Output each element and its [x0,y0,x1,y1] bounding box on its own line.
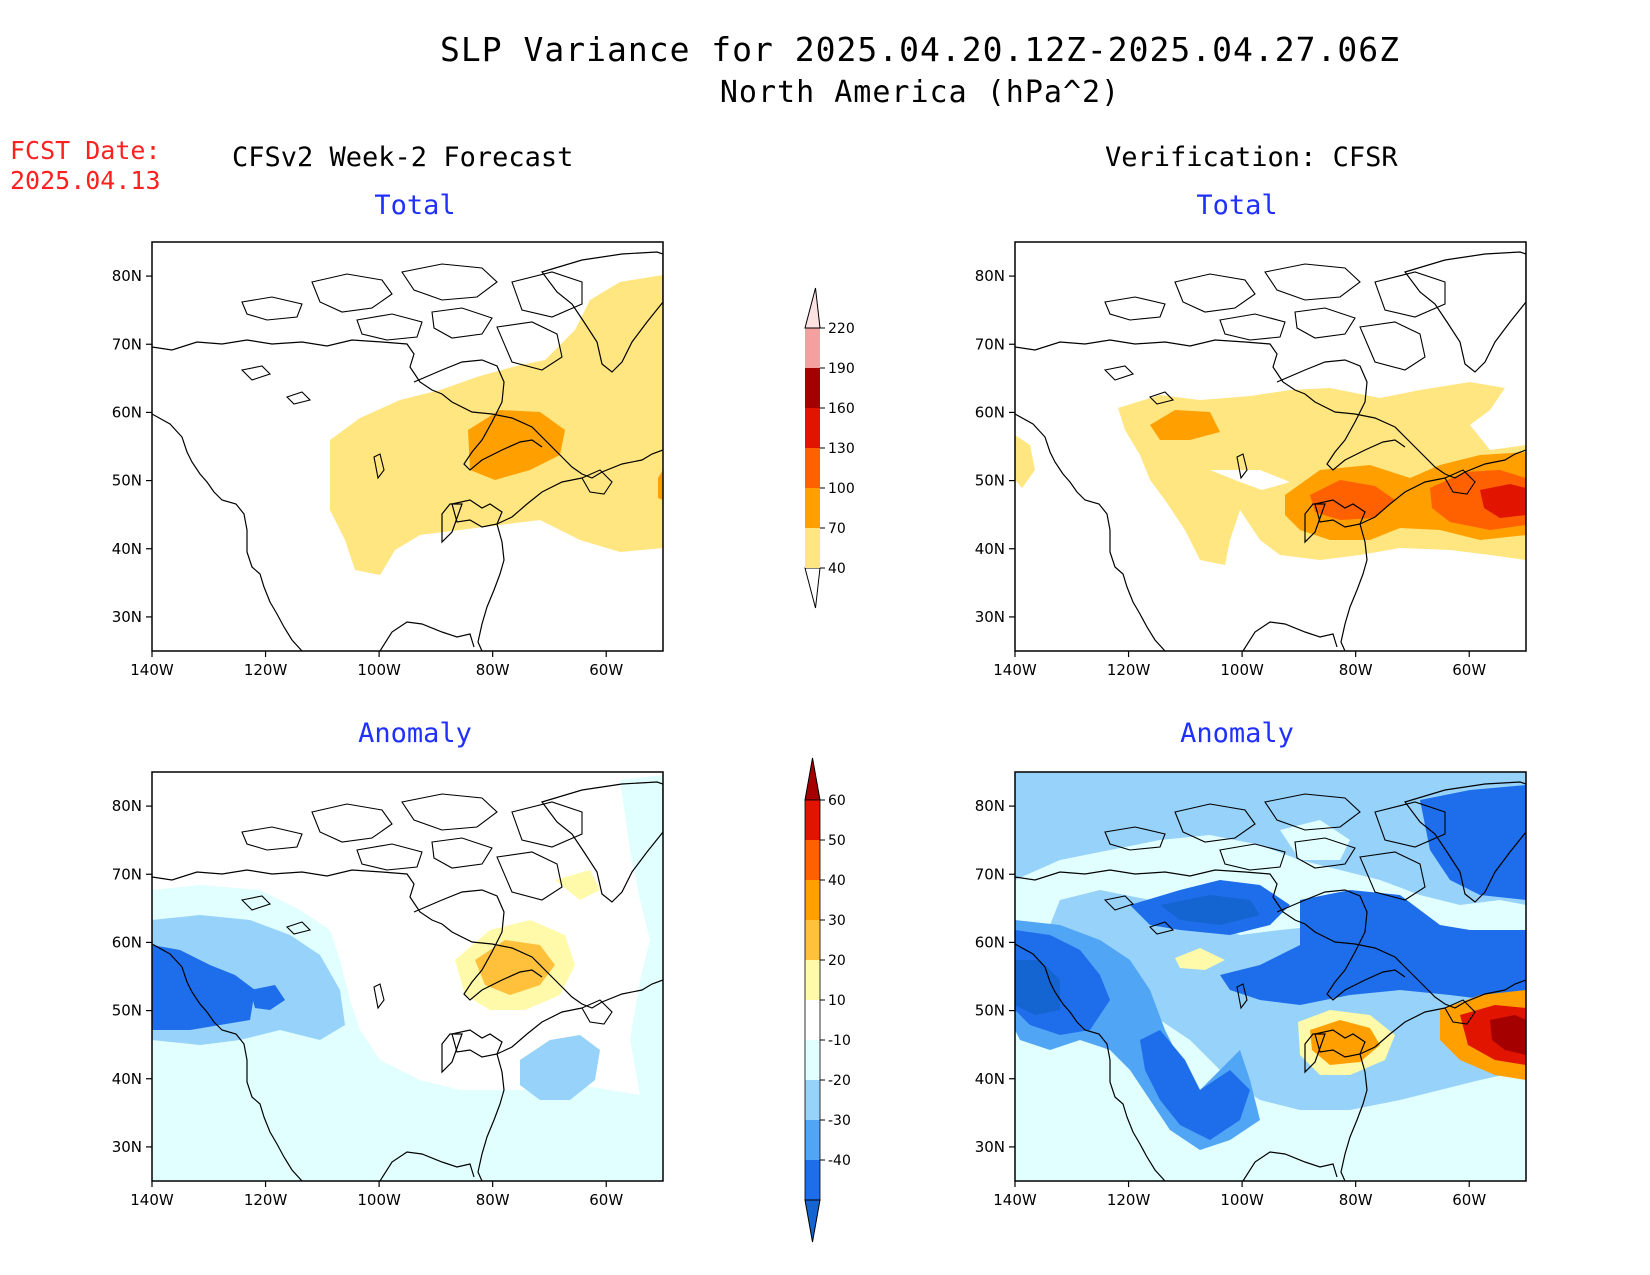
ver-total-lat-tick: 80N [975,267,1005,285]
total-colorbar-segment [805,488,820,528]
anomaly-colorbar-segment [805,1120,820,1160]
fc-total-lat-tick: 60N [112,403,142,421]
fc-total-lat-tick: 80N [112,267,142,285]
anomaly-colorbar-segment [805,920,820,960]
anomaly-colorbar-upper-arrow [804,757,821,801]
total-colorbar-label: 160 [828,401,855,417]
fc-anom-map [151,771,664,1182]
fc-anom-lon-tick: 140W [130,1191,174,1209]
total-colorbar-label: 40 [828,561,846,577]
fc-anom-title: Anomaly [358,718,472,749]
ver-anom-lon-tick: 100W [1220,1191,1264,1209]
total-colorbar-label: 100 [828,481,855,497]
anomaly-colorbar: 60 50 40 30 20 10 -10 -20 -30 -40 [804,757,851,1243]
anomaly-colorbar-label: -10 [828,1033,851,1049]
main-title: SLP Variance for 2025.04.20.12Z-2025.04.… [440,30,1400,69]
ver-total-lon-tick: 140W [993,661,1037,679]
fc-total-lon-tick: 80W [476,661,510,679]
fc-total-lat-tick: 40N [112,540,142,558]
total-colorbar: 40 70 100 130 160 190 220 [804,287,855,609]
fc-anom-lat-tick: 70N [112,865,142,883]
anomaly-colorbar-label: 60 [828,793,846,809]
ver-total-map [1014,241,1527,652]
total-colorbar-label: 70 [828,521,846,537]
anomaly-colorbar-label: 20 [828,953,846,969]
anomaly-colorbar-segment [805,960,820,1000]
ver-anom-map [1014,771,1527,1182]
fc-total-lat-tick: 30N [112,608,142,626]
ver-total-lon-tick: 60W [1452,661,1486,679]
ver-anom-lat-tick: 70N [975,865,1005,883]
ver-total-title: Total [1196,190,1278,221]
forecast-column-title: CFSv2 Week-2 Forecast [232,142,574,173]
total-colorbar-segment [805,368,820,408]
total-colorbar-label: 220 [828,321,855,337]
total-colorbar-lower-arrow [804,567,821,609]
ver-total-lat-tick: 40N [975,540,1005,558]
fc-total-lon-tick: 140W [130,661,174,679]
ver-anom-lat-tick: 50N [975,1002,1005,1020]
ver-anom-lon-tick: 80W [1339,1191,1373,1209]
anomaly-colorbar-segment [805,1000,820,1040]
anomaly-colorbar-segment [805,1080,820,1120]
ver-anom-lon-tick: 120W [1107,1191,1151,1209]
anomaly-colorbar-label: 40 [828,873,846,889]
fc-anom-lat-tick: 60N [112,933,142,951]
fc-anom-lon-tick: 120W [244,1191,288,1209]
fc-anom-lon-tick: 80W [476,1191,510,1209]
main-subtitle: North America (hPa^2) [719,75,1121,110]
anomaly-colorbar-segment [805,1160,820,1200]
anomaly-colorbar-label: 50 [828,833,846,849]
axis-ticks: 140W 120W 100W 80W 60W 30N 40N 50N 60N 70N 80N 140W… [112,267,1487,1209]
anomaly-colorbar-label: -30 [828,1113,851,1129]
ver-anom-lat-tick: 40N [975,1070,1005,1088]
fc-total-lon-tick: 120W [244,661,288,679]
ver-anom-lat-tick: 80N [975,797,1005,815]
anomaly-colorbar-label: 30 [828,913,846,929]
fc-anom-lat-tick: 40N [112,1070,142,1088]
fc-total-lat-tick: 50N [112,472,142,490]
ver-anom-lat-tick: 30N [975,1138,1005,1156]
fc-total-lat-tick: 70N [112,335,142,353]
ver-total-lat-tick: 60N [975,403,1005,421]
ver-total-lon-tick: 120W [1107,661,1151,679]
fc-anom-lon-tick: 60W [589,1191,623,1209]
fc-total-map [151,241,664,652]
total-colorbar-segment [805,448,820,488]
fc-anom-lon-tick: 100W [357,1191,401,1209]
verification-column-title: Verification: CFSR [1105,142,1398,173]
ver-total-lat-tick: 70N [975,335,1005,353]
anomaly-colorbar-label: -20 [828,1073,851,1089]
fc-anom-lat-tick: 50N [112,1002,142,1020]
anomaly-colorbar-label: 10 [828,993,846,1009]
fcst-date-value: 2025.04.13 [10,166,161,195]
ver-anom-lon-tick: 140W [993,1191,1037,1209]
anomaly-colorbar-label: -40 [828,1153,851,1169]
fc-anom-lat-tick: 80N [112,797,142,815]
ver-total-lon-tick: 100W [1220,661,1264,679]
ver-total-lon-tick: 80W [1339,661,1373,679]
total-colorbar-label: 190 [828,361,855,377]
anomaly-colorbar-segment [805,1040,820,1080]
ver-anom-title: Anomaly [1180,718,1294,749]
anomaly-colorbar-lower-arrow [804,1199,821,1243]
fcst-date-label: FCST Date: [10,136,161,165]
total-colorbar-segment [805,408,820,448]
total-colorbar-label: 130 [828,441,855,457]
fc-total-lon-tick: 100W [357,661,401,679]
fc-total-lon-tick: 60W [589,661,623,679]
fc-anom-lat-tick: 30N [112,1138,142,1156]
anomaly-colorbar-segment [805,840,820,880]
anomaly-colorbar-segment [805,880,820,920]
ver-anom-lon-tick: 60W [1452,1191,1486,1209]
ver-total-lat-tick: 30N [975,608,1005,626]
total-colorbar-segment [805,528,820,568]
total-colorbar-upper-arrow [804,287,821,329]
total-colorbar-segment [805,328,820,368]
ver-anom-lat-tick: 60N [975,933,1005,951]
anomaly-colorbar-segment [805,800,820,840]
ver-total-lat-tick: 50N [975,472,1005,490]
fc-total-title: Total [374,190,456,221]
